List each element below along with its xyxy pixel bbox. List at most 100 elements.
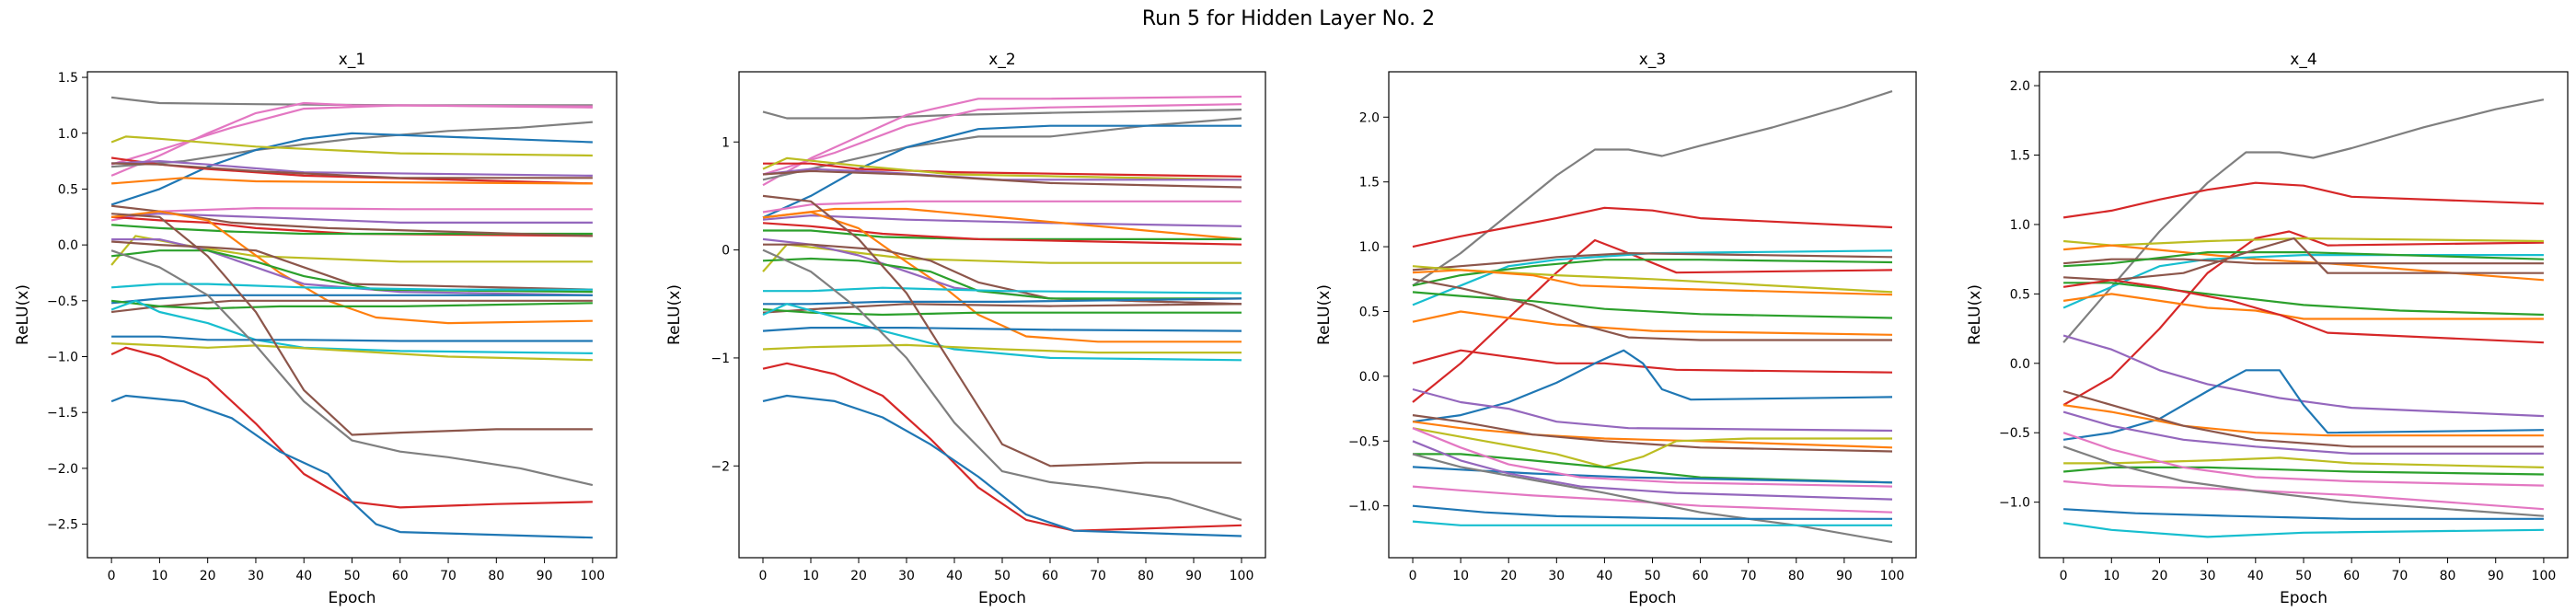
series-line [110,135,593,157]
series-line [2063,466,2544,476]
series-line [762,95,1242,187]
series-line [2063,251,2544,268]
y-tick-label: 2.0 [2010,79,2030,94]
series-line [762,343,1242,354]
series-line [1412,440,1893,501]
series-line [110,299,593,314]
x-tick-label: 0 [2060,569,2068,583]
x-tick-label: 40 [1596,569,1612,583]
series-line [762,167,1242,181]
y-tick-label: −1.5 [47,406,78,421]
series-line [110,394,593,539]
x-tick-label: 30 [1548,569,1565,583]
x-tick-label: 90 [537,569,553,583]
series-group [1412,90,1893,544]
series-line [111,162,593,179]
y-axis-label: ReLU(x) [14,284,32,345]
y-tick-label: 0.5 [2010,287,2030,302]
series-line [762,308,1242,317]
series-line [1412,387,1893,433]
series-line [1412,504,1892,520]
series-line [762,214,1242,227]
y-tick-label: −0.5 [1348,434,1380,449]
x-tick-label: 60 [1692,569,1709,583]
x-tick-label: 10 [1452,569,1469,583]
series-group [110,96,594,539]
x-tick-label: 80 [488,569,504,583]
series-line [763,229,1242,240]
x-tick-label: 50 [994,569,1011,583]
subplot-x1: x_1 Epoch ReLU(x) 0 10 20 30 40 50 60 70 80 90 100… [14,51,618,607]
series-line [1413,453,1893,484]
series-line [762,362,1242,532]
series-line [762,200,1242,214]
series-line [110,104,593,166]
series-line [111,240,593,291]
series-line [762,156,1242,181]
y-tick-label: 1.5 [58,71,78,86]
y-axis-label: ReLU(x) [1966,284,1984,345]
series-line [1412,291,1893,319]
series-line [2062,404,2544,437]
y-tick-label: 1.5 [1359,176,1380,191]
series-line [1412,349,1893,423]
series-line [110,249,594,487]
x-tick-label: 100 [1230,569,1254,583]
series-line [1412,349,1893,374]
series-line [110,101,593,177]
x-tick-label: 60 [2343,569,2360,583]
series-line [1412,485,1893,514]
series-line [2062,98,2545,343]
y-tick-label: −0.5 [47,294,78,309]
series-line [2063,456,2544,468]
series-line [2062,445,2544,517]
series-group [762,95,1242,537]
x-tick-label: 50 [344,569,361,583]
series-line [111,213,593,224]
x-tick-label: 20 [2152,569,2168,583]
x-tick-label: 40 [295,569,312,583]
series-line [1412,520,1892,526]
series-line [111,283,593,291]
series-line [762,169,1242,189]
x-tick-label: 80 [2440,569,2456,583]
figure-title: Run 5 for Hidden Layer No. 2 [1142,7,1435,30]
x-tick-label: 60 [1042,569,1058,583]
x-tick-label: 30 [2200,569,2216,583]
x-tick-label: 10 [2103,569,2120,583]
series-line [2063,282,2544,317]
y-tick-label: −2.0 [47,462,78,477]
series-line [2062,410,2544,455]
y-tick-label: 0.0 [58,238,78,253]
y-tick-label: −1.0 [47,351,78,365]
series-line [2062,254,2544,309]
series-line [1412,421,1893,449]
x-tick-label: 80 [1138,569,1154,583]
x-axis-label: Epoch [978,589,1026,607]
series-line [762,194,1242,468]
series-line [1412,249,1893,306]
series-line [111,213,593,436]
x-tick-label: 0 [1409,569,1417,583]
x-tick-label: 100 [1880,569,1905,583]
y-tick-label: 0.0 [2010,357,2030,372]
series-line [1412,414,1893,453]
x-tick-label: 30 [248,569,264,583]
x-tick-label: 40 [946,569,963,583]
series-line [762,303,1242,314]
x-axis-label: Epoch [2280,589,2328,607]
series-line [1412,466,1893,484]
y-axis-label: ReLU(x) [1315,284,1334,345]
series-line [763,286,1242,294]
series-line [1412,259,1893,287]
y-tick-label: 1 [722,135,730,150]
series-line [762,103,1242,176]
y-tick-label: 1.0 [58,127,78,142]
x-tick-label: 30 [898,569,915,583]
series-line [762,257,1242,300]
series-line [1412,427,1892,468]
series-line [763,162,1242,178]
x-tick-label: 70 [1090,569,1106,583]
series-line [110,210,593,325]
series-line [110,299,593,310]
